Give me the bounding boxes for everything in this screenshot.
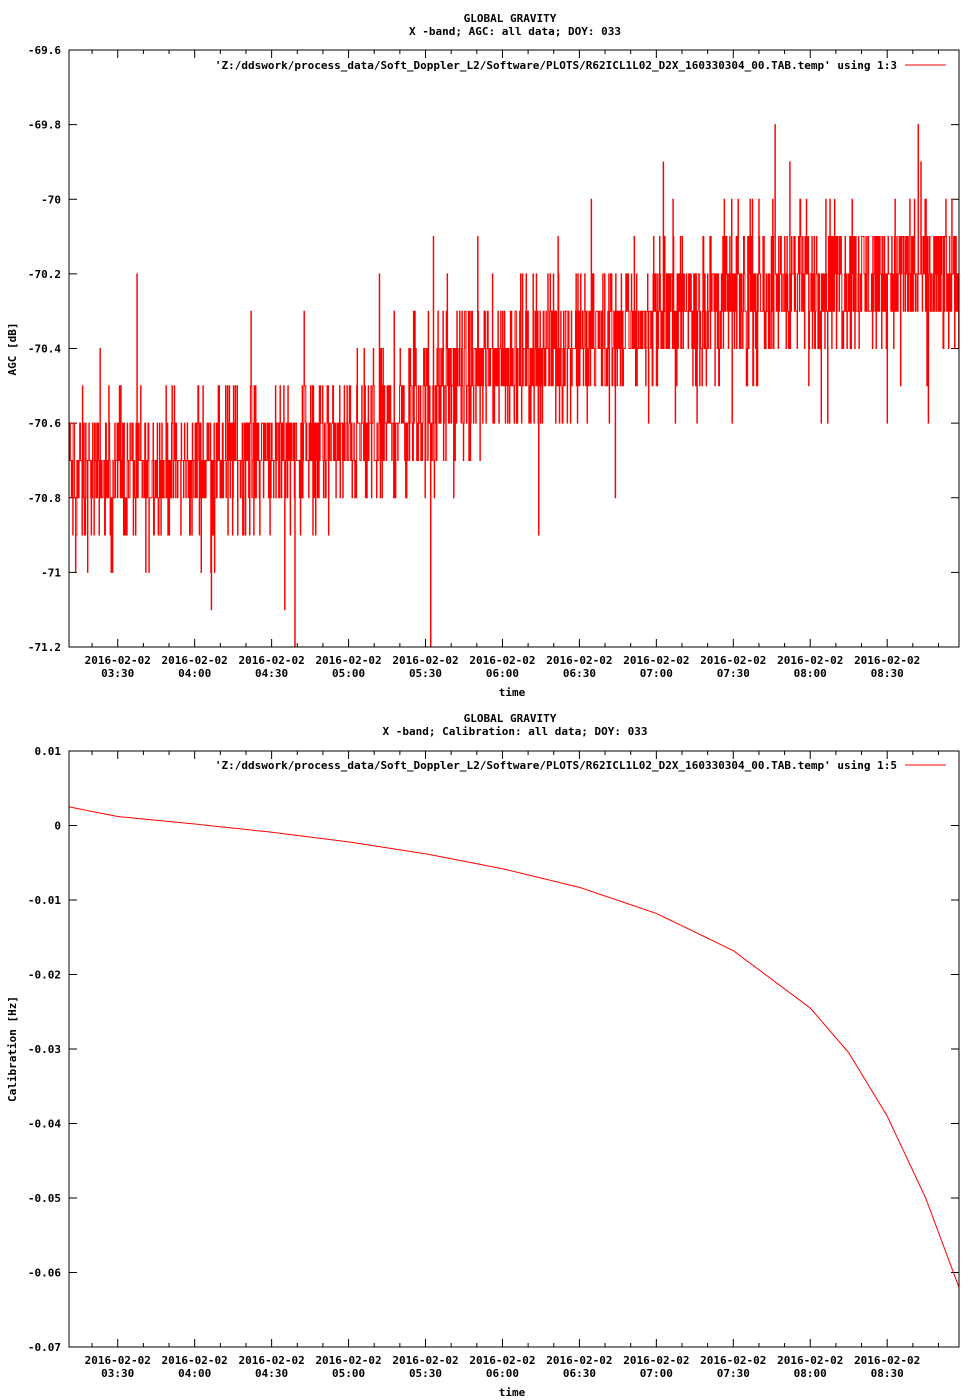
x-tick-date-label: 2016-02-02: [700, 1354, 766, 1367]
x-tick-time-label: 04:00: [178, 667, 211, 680]
x-tick-date-label: 2016-02-02: [315, 1354, 381, 1367]
x-tick-date-label: 2016-02-02: [469, 1354, 535, 1367]
x-tick-date-label: 2016-02-02: [315, 654, 381, 667]
x-tick-time-label: 06:30: [563, 1367, 596, 1380]
x-tick-date-label: 2016-02-02: [85, 654, 151, 667]
y-tick-label: -69.6: [28, 44, 61, 57]
y-tick-label: -69.8: [28, 119, 61, 132]
x-tick-time-label: 07:30: [717, 1367, 750, 1380]
y-tick-label: 0.01: [35, 745, 62, 758]
y-tick-label: -0.04: [28, 1118, 61, 1131]
x-tick-time-label: 08:00: [794, 667, 827, 680]
calibration-y-ticks: 0.01 0 -0.01 -0.02 -0.03 -0.04 -0.05 -0.06 -0.07: [28, 745, 959, 1354]
y-tick-label: -70.4: [28, 343, 61, 356]
calibration-chart: GLOBAL GRAVITY X -band; Calibration: all…: [6, 712, 960, 1399]
agc-plot-frame: [68, 49, 960, 648]
x-tick-date-label: 2016-02-02: [777, 654, 843, 667]
x-tick-time-label: 04:00: [178, 1367, 211, 1380]
x-tick-date-label: 2016-02-02: [623, 654, 689, 667]
x-tick-time-label: 07:30: [717, 667, 750, 680]
agc-x-axis-label: time: [499, 686, 526, 699]
y-tick-label: -0.07: [28, 1341, 61, 1354]
x-tick-date-label: 2016-02-02: [162, 1354, 228, 1367]
x-tick-time-label: 07:00: [640, 667, 673, 680]
x-tick-date-label: 2016-02-02: [700, 654, 766, 667]
y-tick-label: -70.6: [28, 417, 61, 430]
calibration-y-axis-label: Calibration [Hz]: [6, 996, 19, 1102]
x-tick-time-label: 04:30: [255, 1367, 288, 1380]
x-tick-time-label: 03:30: [101, 1367, 134, 1380]
x-tick-time-label: 06:30: [563, 667, 596, 680]
calibration-plot-frame: [68, 750, 960, 1348]
x-tick-time-label: 05:30: [409, 1367, 442, 1380]
agc-y-axis-label: AGC [dB]: [6, 323, 19, 376]
y-tick-label: -0.02: [28, 969, 61, 982]
x-tick-date-label: 2016-02-02: [392, 654, 458, 667]
calibration-series: [68, 806, 960, 1288]
x-tick-time-label: 06:00: [486, 667, 519, 680]
x-tick-time-label: 05:30: [409, 667, 442, 680]
agc-series-line: [69, 124, 960, 648]
agc-chart: GLOBAL GRAVITY X -band; AGC: all data; D…: [6, 12, 960, 699]
y-tick-label: -70.2: [28, 268, 61, 281]
calibration-series-line: [68, 806, 960, 1288]
x-tick-date-label: 2016-02-02: [392, 1354, 458, 1367]
calibration-x-axis-label: time: [499, 1386, 526, 1399]
y-tick-label: -70.8: [28, 492, 61, 505]
x-tick-date-label: 2016-02-02: [239, 1354, 305, 1367]
x-tick-time-label: 08:00: [794, 1367, 827, 1380]
agc-legend-label: 'Z:/ddswork/process_data/Soft_Doppler_L2…: [215, 59, 897, 72]
x-tick-time-label: 03:30: [101, 667, 134, 680]
y-tick-label: -71: [41, 566, 61, 579]
agc-chart-subtitle: X -band; AGC: all data; DOY: 033: [409, 25, 621, 38]
y-tick-label: -0.01: [28, 894, 61, 907]
x-tick-date-label: 2016-02-02: [162, 654, 228, 667]
x-tick-time-label: 07:00: [640, 1367, 673, 1380]
x-tick-time-label: 06:00: [486, 1367, 519, 1380]
x-tick-date-label: 2016-02-02: [854, 1354, 920, 1367]
x-tick-date-label: 2016-02-02: [777, 1354, 843, 1367]
x-tick-date-label: 2016-02-02: [854, 654, 920, 667]
x-tick-date-label: 2016-02-02: [546, 654, 612, 667]
x-tick-date-label: 2016-02-02: [85, 1354, 151, 1367]
x-tick-time-label: 08:30: [871, 1367, 904, 1380]
y-tick-label: -0.05: [28, 1192, 61, 1205]
y-tick-label: -0.06: [28, 1267, 61, 1280]
y-tick-label: -71.2: [28, 641, 61, 654]
x-tick-time-label: 04:30: [255, 667, 288, 680]
y-tick-label: 0: [54, 820, 61, 833]
x-tick-time-label: 05:00: [332, 1367, 365, 1380]
y-tick-label: -70: [41, 193, 61, 206]
calibration-x-ticks: 2016-02-0203:302016-02-0204:002016-02-02…: [85, 751, 939, 1380]
x-tick-date-label: 2016-02-02: [469, 654, 535, 667]
x-tick-date-label: 2016-02-02: [546, 1354, 612, 1367]
x-tick-time-label: 08:30: [871, 667, 904, 680]
x-tick-date-label: 2016-02-02: [239, 654, 305, 667]
x-tick-time-label: 05:00: [332, 667, 365, 680]
agc-x-ticks: 2016-02-0203:302016-02-0204:002016-02-02…: [85, 50, 939, 680]
calibration-chart-title: GLOBAL GRAVITY: [464, 712, 557, 725]
agc-chart-title: GLOBAL GRAVITY: [464, 12, 557, 25]
agc-series: [69, 124, 960, 648]
x-tick-date-label: 2016-02-02: [623, 1354, 689, 1367]
y-tick-label: -0.03: [28, 1043, 61, 1056]
calibration-chart-subtitle: X -band; Calibration: all data; DOY: 033: [383, 725, 648, 738]
calibration-legend-label: 'Z:/ddswork/process_data/Soft_Doppler_L2…: [215, 759, 897, 772]
